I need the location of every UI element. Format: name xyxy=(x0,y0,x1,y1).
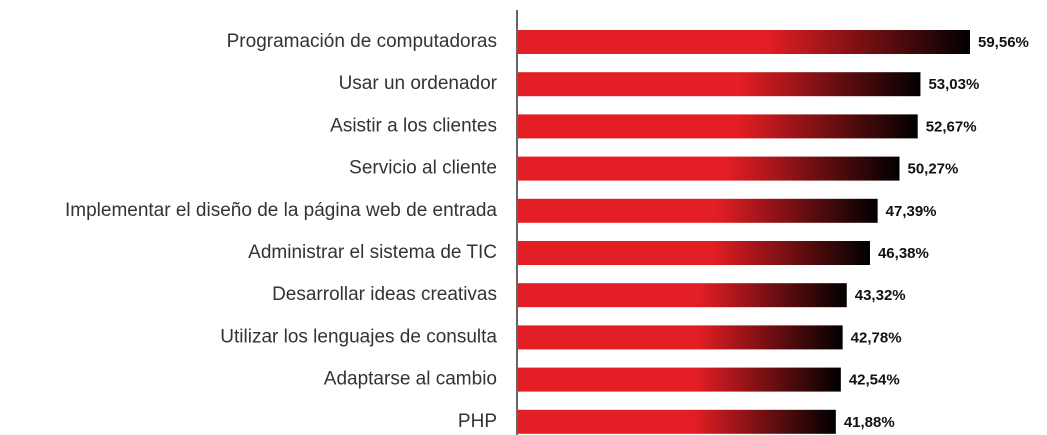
category-label: Implementar el diseño de la página web d… xyxy=(65,200,497,221)
value-label: 42,54% xyxy=(849,372,900,389)
bar xyxy=(518,198,878,223)
value-label: 46,38% xyxy=(878,245,929,262)
category-label: Utilizar los lenguajes de consulta xyxy=(220,326,497,347)
bar xyxy=(518,325,843,350)
category-label: Desarrollar ideas creativas xyxy=(272,284,497,305)
bar xyxy=(518,114,918,139)
bar xyxy=(518,283,847,308)
bar xyxy=(518,367,841,392)
value-label: 41,88% xyxy=(844,414,895,431)
value-label: 50,27% xyxy=(907,161,958,178)
value-label: 42,78% xyxy=(851,329,902,346)
value-label: 47,39% xyxy=(886,203,937,220)
bar xyxy=(518,30,970,54)
category-label: Adaptarse al cambio xyxy=(324,369,497,390)
category-label: Programación de computadoras xyxy=(227,31,497,52)
category-label: Administrar el sistema de TIC xyxy=(248,242,497,263)
category-label: PHP xyxy=(458,411,497,432)
value-label: 53,03% xyxy=(928,76,979,93)
value-label: 59,56% xyxy=(978,34,1029,51)
bar xyxy=(518,156,900,181)
category-label: Servicio al cliente xyxy=(349,158,497,179)
bar xyxy=(518,241,870,265)
bar xyxy=(518,72,921,97)
bar xyxy=(518,409,836,434)
category-label: Usar un ordenador xyxy=(339,73,498,94)
value-label: 43,32% xyxy=(855,287,906,304)
value-label: 52,67% xyxy=(926,118,977,135)
category-label: Asistir a los clientes xyxy=(330,115,497,136)
